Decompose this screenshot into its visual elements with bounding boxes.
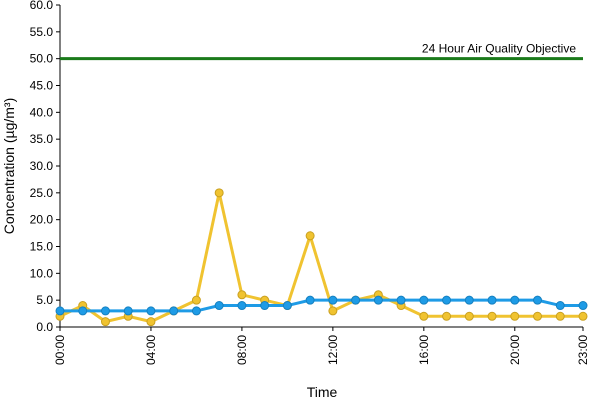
data-point [305,295,315,305]
data-point [555,311,565,321]
data-point [578,311,588,321]
y-tick-label: 30.0 [30,159,54,173]
data-point [100,317,110,327]
data-point [464,311,474,321]
x-tick-label: 20:00 [508,335,522,365]
y-tick-label: 20.0 [30,213,54,227]
x-tick-label: 04:00 [144,335,158,365]
y-tick-label: 50.0 [30,52,54,66]
y-tick-label: 10.0 [30,266,54,280]
x-tick-label: 23:00 [576,335,590,365]
y-tick-label: 60.0 [30,0,54,12]
data-point [464,295,474,305]
data-point [533,295,543,305]
data-point [396,295,406,305]
data-point [146,306,156,316]
data-point [510,311,520,321]
y-tick-label: 45.0 [30,79,54,93]
data-point [78,306,88,316]
data-point [214,188,224,198]
data-point [510,295,520,305]
data-point [351,295,361,305]
data-point [419,311,429,321]
y-tick-label: 35.0 [30,132,54,146]
data-point [237,301,247,311]
data-point [100,306,110,316]
data-point [146,317,156,327]
data-point [533,311,543,321]
y-tick-label: 55.0 [30,25,54,39]
data-point [305,231,315,241]
x-tick-label: 12:00 [326,335,340,365]
data-point [419,295,429,305]
data-point [555,301,565,311]
y-tick-label: 25.0 [30,186,54,200]
series-line [59,192,583,324]
y-tick-label: 5.0 [36,293,53,307]
y-axis-title: Concentration (µg/m³) [1,98,17,234]
data-point [191,306,201,316]
series-line [60,298,583,313]
data-point [123,306,133,316]
y-tick-label: 40.0 [30,105,54,119]
x-axis-title: Time [307,384,338,400]
y-tick-label: 15.0 [30,240,54,254]
y-tick-label: 0.0 [36,320,53,334]
x-tick-label: 16:00 [417,335,431,365]
objective-label: 24 Hour Air Quality Objective [422,42,576,56]
data-point [169,306,179,316]
data-point [328,295,338,305]
data-point [373,295,383,305]
data-point [328,306,338,316]
x-tick-label: 00:00 [53,335,67,365]
data-point [442,311,452,321]
data-point [260,301,270,311]
data-point [55,306,65,316]
x-tick-label: 08:00 [235,335,249,365]
data-point [442,295,452,305]
data-point [578,301,588,311]
data-point [487,311,497,321]
data-point [191,295,201,305]
data-point [214,301,224,311]
data-point [282,301,292,311]
data-point [237,290,247,300]
data-point [487,295,497,305]
